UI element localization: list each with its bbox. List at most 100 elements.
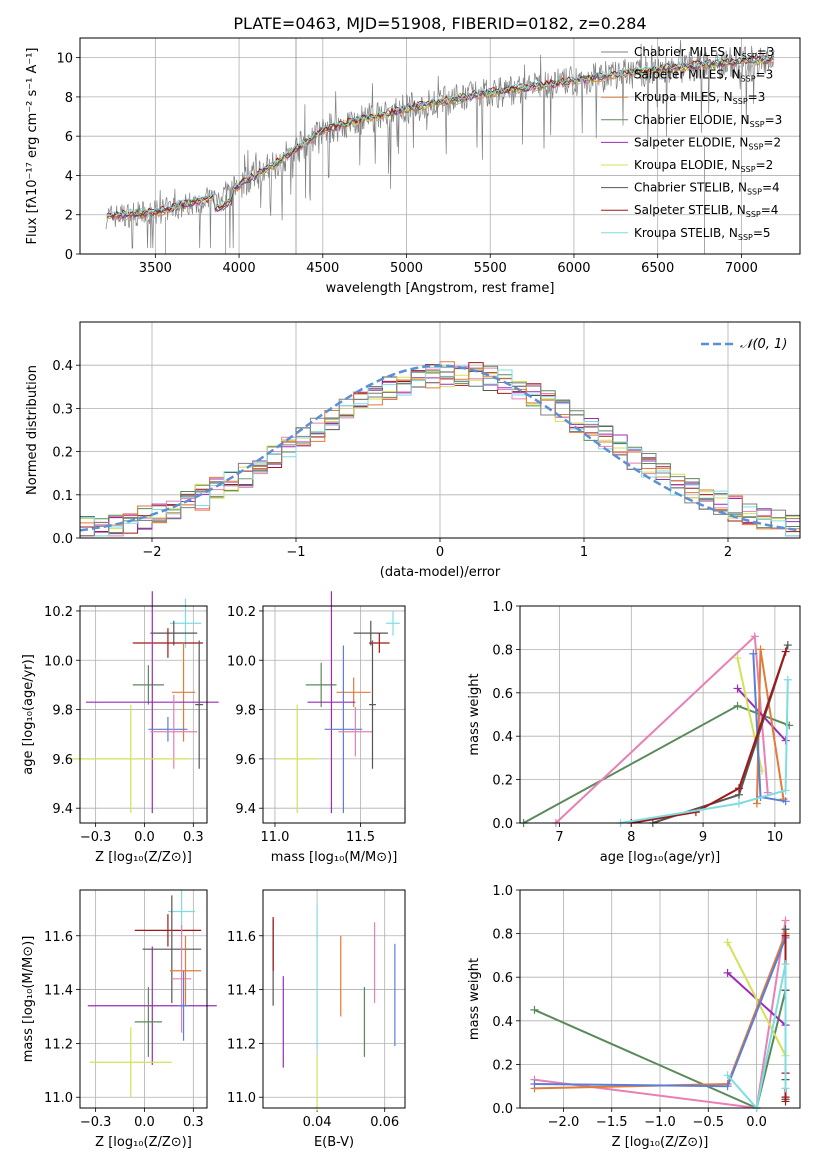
- legend-label-sub: SSP: [733, 97, 748, 106]
- legend-label: Kroupa STELIB, NSSP=5: [634, 226, 771, 242]
- x-tick-label: −0.3: [80, 830, 112, 845]
- weight-marker: [750, 632, 759, 641]
- x-tick-label: −0.3: [80, 1115, 112, 1130]
- weight-line-3: [726, 941, 787, 1057]
- x-tick-label: −2.0: [548, 1115, 580, 1130]
- y-axis-label: Flux [fλ10⁻¹⁷ erg cm⁻² s⁻¹ A⁻¹]: [25, 48, 40, 245]
- weight-marker: [781, 786, 790, 795]
- x-tick-label: −1: [286, 545, 305, 560]
- axes-frame: [79, 321, 801, 539]
- y-tick-label: 11.0: [227, 1091, 256, 1106]
- weight-line-8: [620, 679, 789, 823]
- x-axis-label: age [log₁₀(age/yr)]: [600, 850, 721, 865]
- legend-label-tail: =3: [748, 90, 766, 104]
- weight-marker: [733, 701, 742, 710]
- x-axis-label: wavelength [Angstrom, rest frame]: [326, 281, 555, 296]
- x-tick-label: −2: [142, 545, 161, 560]
- x-tick-label: 7: [555, 830, 563, 845]
- y-tick-label: 0.2: [52, 446, 73, 461]
- x-axis-label: mass [log₁₀(M/M⊙)]: [271, 850, 398, 865]
- x-tick-label: 0.0: [746, 1115, 767, 1130]
- weight-marker: [723, 938, 732, 947]
- panel-1: 𝒩(0, 1): [76, 321, 801, 542]
- y-tick-label: 0: [65, 248, 73, 263]
- y-axis-label: mass weight: [467, 958, 482, 1040]
- legend-label-tail: =4: [762, 181, 780, 195]
- legend-label-sub: SSP: [741, 75, 756, 84]
- weight-marker: [691, 808, 700, 817]
- weight-line-1: [534, 920, 787, 1108]
- x-tick-label: 5000: [390, 261, 423, 276]
- axes-frame: [519, 889, 801, 1109]
- weight-marker: [752, 799, 761, 808]
- x-tick-label: 11.0: [260, 830, 289, 845]
- legend-label-main: Salpeter STELIB, N: [634, 203, 746, 217]
- legend-label-sub: SSP: [748, 142, 763, 151]
- axes-frame: [262, 889, 406, 1109]
- y-tick-label: 0.3: [52, 402, 73, 417]
- weight-marker: [723, 1071, 732, 1080]
- legend-label-sub: SSP: [741, 165, 756, 174]
- gaussian-curve: [79, 364, 801, 532]
- legend-label-main: Chabrier STELIB, N: [634, 181, 747, 195]
- x-axis-label: Z [log₁₀(Z/Z⊙)]: [95, 850, 192, 865]
- x-axis-label: Z [log₁₀(Z/Z⊙)]: [612, 1135, 709, 1150]
- y-tick-label: 11.4: [44, 984, 73, 999]
- weight-marker: [781, 916, 790, 925]
- weight-marker: [733, 654, 742, 663]
- legend-label-sub: SSP: [746, 210, 761, 219]
- legend-label-main: Chabrier ELODIE, N: [634, 113, 750, 127]
- x-axis-label: Z [log₁₀(Z/Z⊙)]: [95, 1135, 192, 1150]
- axes-frame: [79, 37, 801, 255]
- y-axis-label: Normed distribution: [25, 365, 40, 495]
- weight-line-0: [534, 990, 787, 1108]
- weight-marker: [781, 797, 790, 806]
- y-tick-label: 11.6: [44, 930, 73, 945]
- model-line-8: [106, 53, 775, 217]
- legend-label-tail: =2: [756, 158, 774, 172]
- legend-label-main: Kroupa STELIB, N: [634, 226, 738, 240]
- legend-label: Kroupa ELODIE, NSSP=2: [634, 158, 773, 174]
- legend-label: Salpeter ELODIE, NSSP=2: [634, 135, 781, 151]
- y-tick-label: 1.0: [492, 600, 513, 615]
- legend-label: Kroupa MILES, NSSP=3: [634, 90, 765, 106]
- x-tick-label: −1.5: [596, 1115, 628, 1130]
- y-tick-label: 0.6: [492, 687, 513, 702]
- weight-marker: [781, 1097, 790, 1106]
- y-tick-label: 0.8: [492, 928, 513, 943]
- x-tick-label: 8: [627, 830, 635, 845]
- legend-label: Salpeter STELIB, NSSP=4: [634, 203, 778, 219]
- y-tick-label: 9.8: [52, 704, 73, 719]
- y-tick-label: 10.0: [44, 654, 73, 669]
- x-tick-label: 0.3: [183, 1115, 204, 1130]
- panel-2: [72, 591, 219, 827]
- x-tick-label: 4500: [306, 261, 339, 276]
- weight-line-8: [726, 963, 787, 1108]
- x-tick-label: 11.5: [346, 830, 375, 845]
- x-tick-label: 7000: [725, 261, 758, 276]
- y-tick-label: 0.8: [492, 643, 513, 658]
- x-tick-label: 0.0: [134, 1115, 155, 1130]
- panel-5: [76, 889, 217, 1112]
- y-tick-label: 11.0: [44, 1091, 73, 1106]
- weight-marker: [734, 784, 743, 793]
- weight-marker: [756, 645, 765, 654]
- legend-label-sub: SSP: [747, 188, 762, 197]
- y-tick-label: 0.0: [52, 532, 73, 547]
- y-tick-label: 9.8: [235, 704, 256, 719]
- y-tick-label: 0.6: [492, 971, 513, 986]
- panel-7: [516, 889, 801, 1112]
- y-tick-label: 8: [65, 91, 73, 106]
- y-tick-label: 0.4: [492, 730, 513, 745]
- weight-marker: [530, 1005, 539, 1014]
- y-tick-label: 6: [65, 130, 73, 145]
- x-tick-label: 6500: [641, 261, 674, 276]
- weight-marker: [781, 931, 790, 940]
- axes-frame: [79, 889, 208, 1109]
- weight-line-2: [736, 687, 787, 742]
- weight-marker: [783, 675, 792, 684]
- panel-4: [516, 605, 801, 827]
- y-tick-label: 9.6: [52, 753, 73, 768]
- y-tick-label: 4: [65, 169, 73, 184]
